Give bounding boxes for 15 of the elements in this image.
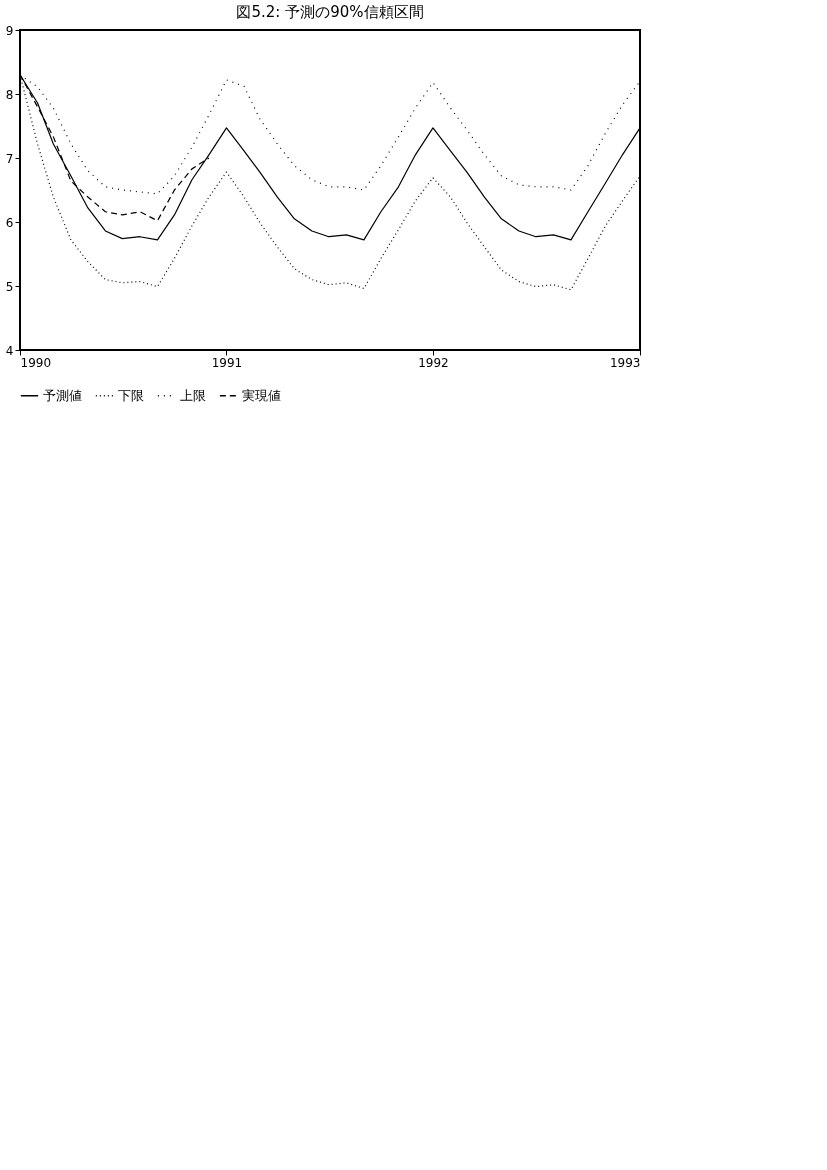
y-tick-label: 9 xyxy=(5,23,14,38)
y-tick-label: 5 xyxy=(5,279,14,294)
x-tick-label: 1992 xyxy=(418,355,449,370)
chart-title: 図5.2: 予測の90%信頼区間 xyxy=(236,3,424,21)
y-tick-label: 6 xyxy=(5,215,14,230)
x-tick-label: 1990 xyxy=(20,355,52,370)
y-tick-label: 4 xyxy=(5,343,14,358)
legend-label: 下限 xyxy=(118,387,144,403)
y-tick-label: 7 xyxy=(5,151,14,166)
legend-label: 予測値 xyxy=(43,387,82,403)
legend-label: 上限 xyxy=(180,387,206,403)
x-tick-label: 1991 xyxy=(211,355,243,370)
y-tick-label: 8 xyxy=(5,87,14,102)
legend-label: 実現値 xyxy=(242,387,281,403)
x-tick-label: 1993 xyxy=(609,355,641,370)
